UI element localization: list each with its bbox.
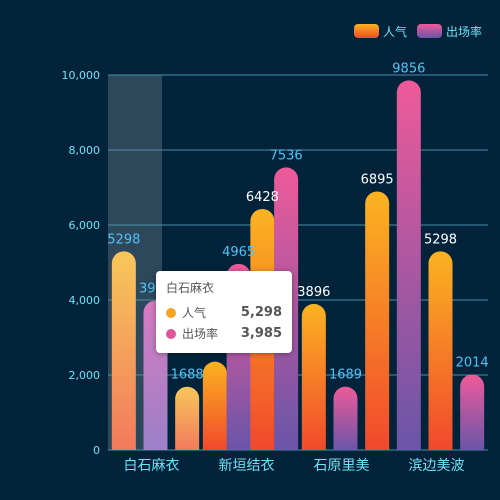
data-label: 5298 xyxy=(107,232,140,247)
bar[interactable] xyxy=(396,80,421,451)
data-label: 5298 xyxy=(424,232,457,247)
x-tick-label: 白石麻衣 xyxy=(124,458,180,474)
data-label: 1689 xyxy=(329,368,362,383)
data-label: 2014 xyxy=(456,355,489,370)
legend-swatch xyxy=(417,24,442,38)
data-label: 4965 xyxy=(222,245,255,260)
bar[interactable] xyxy=(175,386,200,450)
data-label: 1688 xyxy=(171,368,204,383)
legend-label: 出场率 xyxy=(446,24,482,39)
bar[interactable] xyxy=(111,251,136,450)
tooltip: 白石麻衣 人气 5,298 出场率 3,985 xyxy=(156,271,292,353)
data-label: 3896 xyxy=(297,285,330,300)
y-tick-label: 8,000 xyxy=(69,144,101,157)
y-tick-label: 0 xyxy=(93,444,100,457)
y-tick-label: 10,000 xyxy=(62,69,101,82)
bar[interactable] xyxy=(365,191,390,450)
bar[interactable] xyxy=(333,386,358,450)
x-tick-label: 滨边美波 xyxy=(409,458,465,474)
legend-label: 人气 xyxy=(383,24,407,39)
x-tick-label: 石原里美 xyxy=(314,458,370,474)
bar[interactable] xyxy=(460,374,485,450)
data-label: 9856 xyxy=(392,61,425,76)
tooltip-series-name: 人气 xyxy=(182,306,207,320)
tooltip-title: 白石麻衣 xyxy=(166,281,215,295)
y-tick-label: 2,000 xyxy=(69,369,101,382)
legend-item[interactable]: 出场率 xyxy=(417,24,482,39)
x-axis-ticks: 白石麻衣 新垣结衣 石原里美 滨边美波 xyxy=(124,458,465,474)
tooltip-marker-appearance xyxy=(166,328,176,339)
bar[interactable] xyxy=(202,361,227,450)
y-axis-ticks: 0 2,000 4,000 6,000 8,000 10,000 xyxy=(62,69,101,457)
bar[interactable] xyxy=(428,251,453,450)
legend[interactable]: 人气 出场率 xyxy=(354,24,482,39)
tooltip-marker-popularity xyxy=(166,307,176,318)
data-labels: 5298398516884965642875363896168968959856… xyxy=(107,61,488,382)
legend-swatch xyxy=(354,24,379,38)
tooltip-row-appearance: 出场率 3,985 xyxy=(166,323,282,344)
tooltip-series-value: 5,298 xyxy=(240,305,282,320)
y-tick-label: 6,000 xyxy=(69,219,101,232)
tooltip-row-popularity: 人气 5,298 xyxy=(166,302,282,323)
tooltip-series-value: 3,985 xyxy=(240,326,282,341)
y-tick-label: 4,000 xyxy=(69,294,101,307)
tooltip-series-name: 出场率 xyxy=(182,327,219,341)
bars xyxy=(111,80,485,451)
data-label: 6428 xyxy=(246,190,279,205)
bar[interactable] xyxy=(301,303,326,450)
data-label: 7536 xyxy=(270,148,303,163)
data-label: 6895 xyxy=(361,172,394,187)
x-tick-label: 新垣结衣 xyxy=(219,458,275,474)
legend-item[interactable]: 人气 xyxy=(354,24,407,39)
